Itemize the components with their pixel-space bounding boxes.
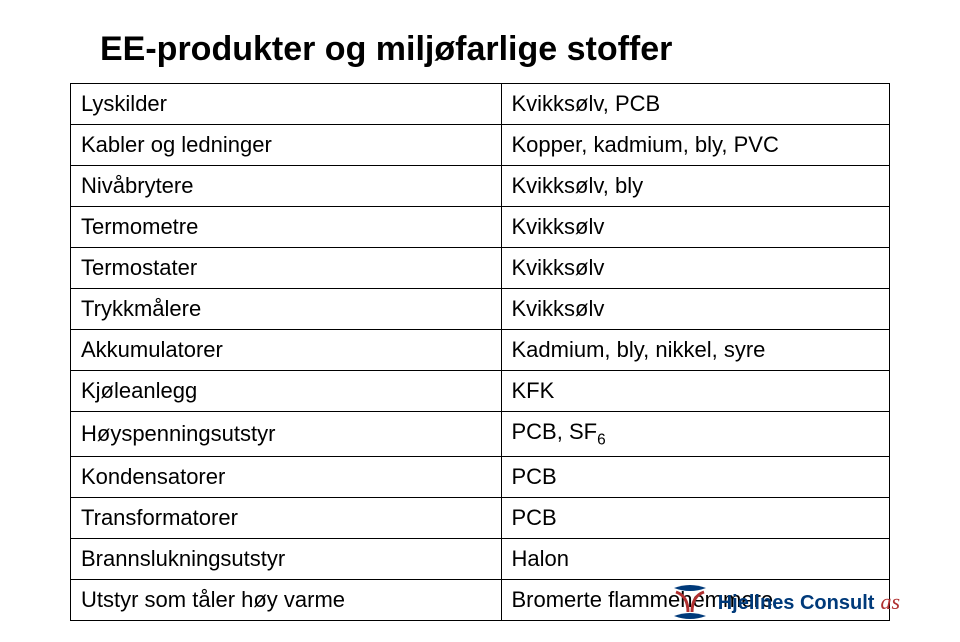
table-cell-substance: PCB (501, 498, 890, 539)
slide: EE-produkter og miljøfarlige stoffer Lys… (0, 0, 960, 642)
table-cell-substance: Kopper, kadmium, bly, PVC (501, 125, 890, 166)
table-cell-substance: Kvikksølv, PCB (501, 84, 890, 125)
table-cell-product: Transformatorer (71, 498, 502, 539)
logo-mark-icon (670, 582, 710, 622)
table-cell-substance: Kvikksølv (501, 289, 890, 330)
table-cell-product: Trykkmålere (71, 289, 502, 330)
table-row: HøyspenningsutstyrPCB, SF6 (71, 412, 890, 457)
table-row: TermometreKvikksølv (71, 207, 890, 248)
table-cell-substance: Kvikksølv (501, 207, 890, 248)
table-cell-product: Lyskilder (71, 84, 502, 125)
table-cell-product: Nivåbrytere (71, 166, 502, 207)
logo-company-name: Hjellnes Consult (718, 592, 875, 615)
table-row: KondensatorerPCB (71, 457, 890, 498)
logo-suffix: as (880, 589, 900, 615)
table-cell-product: Kjøleanlegg (71, 371, 502, 412)
table-row: TrykkmålereKvikksølv (71, 289, 890, 330)
table-cell-product: Termometre (71, 207, 502, 248)
table-row: NivåbrytereKvikksølv, bly (71, 166, 890, 207)
table-cell-substance: Kvikksølv (501, 248, 890, 289)
table-cell-substance: Kadmium, bly, nikkel, syre (501, 330, 890, 371)
table-cell-substance: PCB (501, 457, 890, 498)
table-cell-product: Høyspenningsutstyr (71, 412, 502, 457)
table-row: Kabler og ledningerKopper, kadmium, bly,… (71, 125, 890, 166)
table-body: LyskilderKvikksølv, PCBKabler og ledning… (71, 84, 890, 621)
content-table: LyskilderKvikksølv, PCBKabler og ledning… (70, 83, 890, 621)
table-cell-product: Kabler og ledninger (71, 125, 502, 166)
slide-title: EE-produkter og miljøfarlige stoffer (100, 30, 890, 69)
table-row: LyskilderKvikksølv, PCB (71, 84, 890, 125)
table-row: KjøleanleggKFK (71, 371, 890, 412)
table-cell-product: Akkumulatorer (71, 330, 502, 371)
table-cell-product: Kondensatorer (71, 457, 502, 498)
table-row: TransformatorerPCB (71, 498, 890, 539)
table-row: TermostaterKvikksølv (71, 248, 890, 289)
table-row: BrannslukningsutstyrHalon (71, 539, 890, 580)
table-cell-substance: Halon (501, 539, 890, 580)
table-cell-product: Utstyr som tåler høy varme (71, 580, 502, 621)
logo-text: Hjellnes Consult as (718, 589, 900, 615)
table-cell-product: Termostater (71, 248, 502, 289)
table-cell-substance: PCB, SF6 (501, 412, 890, 457)
table-cell-product: Brannslukningsutstyr (71, 539, 502, 580)
table-cell-substance: Kvikksølv, bly (501, 166, 890, 207)
company-logo: Hjellnes Consult as (670, 582, 900, 622)
table-row: AkkumulatorerKadmium, bly, nikkel, syre (71, 330, 890, 371)
table-cell-substance: KFK (501, 371, 890, 412)
